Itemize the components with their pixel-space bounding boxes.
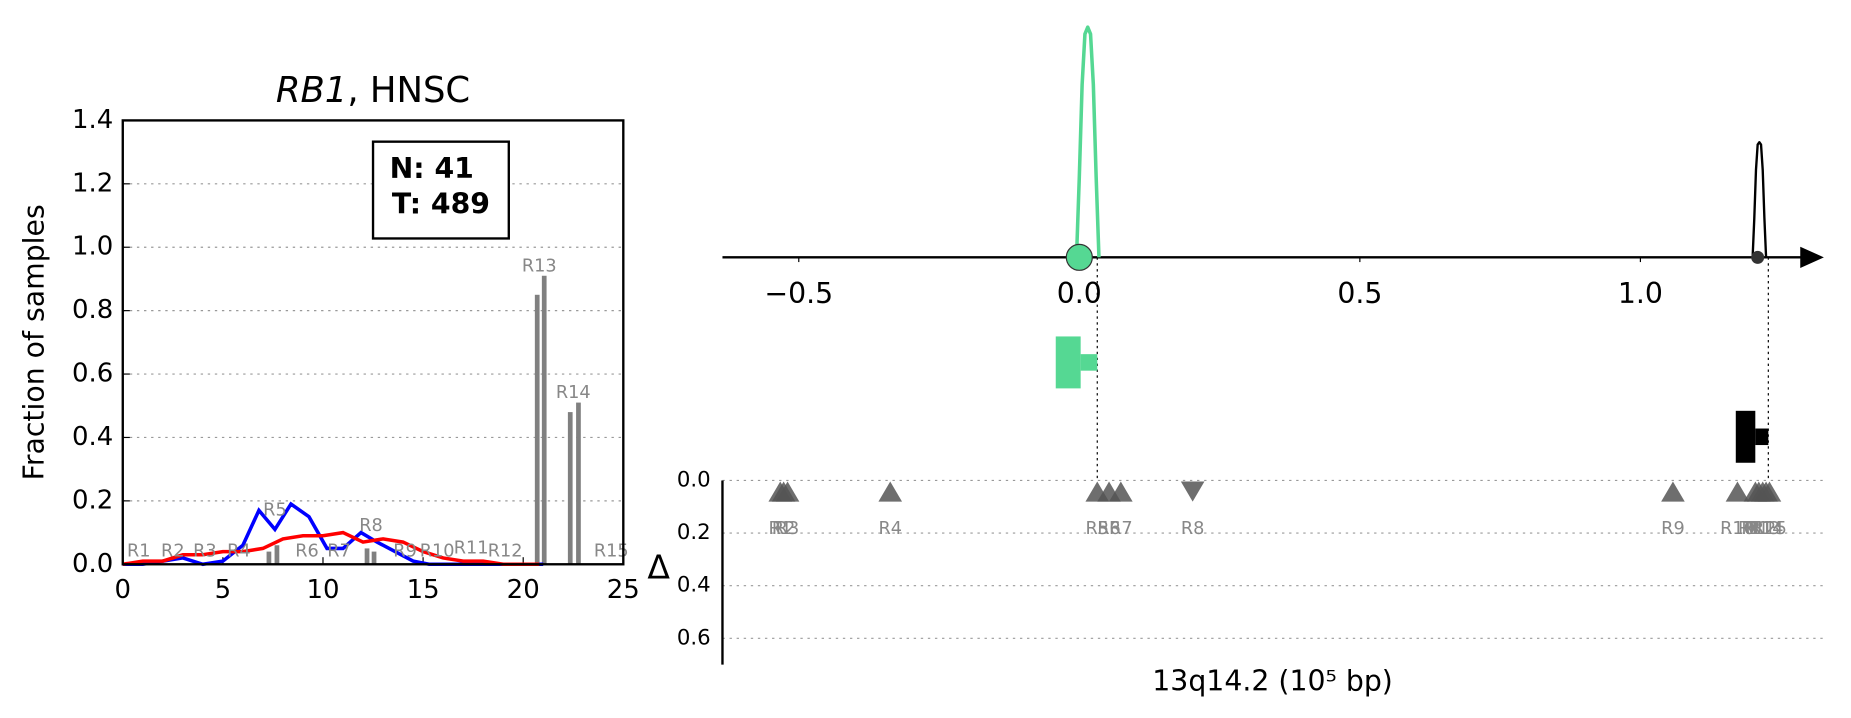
bar [274,545,280,565]
region-label: R6 [295,542,319,562]
bar [266,551,272,565]
density-curve [1074,25,1101,258]
delta-marker [1109,481,1133,502]
region-label: R4 [878,519,902,539]
x-tick-label: 0.0 [1057,277,1102,310]
region-label: R9 [1661,519,1685,539]
region-label: R12 [1741,519,1776,539]
region-label: R9 [393,542,417,562]
bar [371,551,377,565]
delta-marker [1725,481,1750,502]
x-tick-label: 10 [306,575,339,605]
region-label: R1 [768,519,792,539]
region-label: R8 [1181,519,1205,539]
y-axis-label: Fraction of samples [17,204,50,480]
x-tick-label: 1.0 [1618,277,1663,310]
region-label: R11 [1738,519,1773,539]
y-tick-label: 1.4 [72,105,113,135]
delta-marker [1757,481,1782,502]
line-series [122,501,544,567]
x-tick-label: 5 [215,575,232,605]
region-label: R7 [327,542,351,562]
bar [567,412,573,565]
interval-stub [1080,354,1098,371]
peak-point [1065,243,1093,271]
annotation-text: T: 489 [392,187,490,220]
y-tick-label: 1.0 [72,232,113,262]
axis-arrow [1800,246,1824,268]
line-series [122,530,540,567]
annotation-text: N: 41 [390,152,474,185]
y-tick-label: 0.4 [72,422,113,452]
x-tick-label: 15 [407,575,440,605]
x-tick-label: 25 [607,575,640,605]
x-axis-label: 13q14.2 (10⁵ bp) [1152,664,1393,697]
x-tick-label: −0.5 [764,277,833,310]
region-label: R6 [1097,519,1121,539]
region-label: R10 [1720,519,1755,539]
region-label: R1 [127,542,151,562]
x-tick-label: 0 [115,575,132,605]
y-tick-label: 0.0 [72,549,113,579]
y-tick-label: 0.6 [677,625,711,650]
x-tick-label: 20 [507,575,540,605]
region-label: R7 [1109,519,1133,539]
region-label: R3 [776,519,800,539]
region-label: R10 [420,542,455,562]
x-tick-label: 0.5 [1337,277,1382,310]
region-label: R14 [556,383,591,403]
region-label: R13 [522,256,557,276]
delta-marker [878,481,903,502]
region-label: R15 [1752,519,1787,539]
bar [576,402,581,565]
delta-marker [1661,481,1685,502]
region-label: R15 [594,542,629,562]
region-label: R3 [193,542,217,562]
y-tick-label: 0.0 [677,467,711,492]
interval-body [1055,336,1081,389]
delta-marker [775,481,800,502]
region-label: R2 [772,519,796,539]
region-label: R8 [359,516,383,536]
interval-stub [1755,428,1769,446]
annotation-box [371,140,510,240]
title-part: RB1 [276,70,347,111]
region-label: R5 [263,500,287,520]
region-label: R11 [454,538,489,558]
bar [534,294,540,565]
region-label: R13 [1745,519,1780,539]
y-tick-label: 0.4 [677,573,711,598]
y-tick-label: 1.2 [72,168,113,198]
interval-body [1735,410,1756,463]
title-part: , HNSC [347,70,470,111]
region-label: R4 [227,542,251,562]
density-curve [1751,141,1768,258]
region-label: R14 [1749,519,1784,539]
chart-title: RB1, HNSC [276,70,470,111]
y-tick-label: 0.6 [72,359,113,389]
region-label: R12 [488,542,523,562]
bar [541,275,547,565]
y-tick-label: 0.8 [72,295,113,325]
y-axis-label: Δ [647,548,670,587]
bar [364,548,370,565]
delta-marker [1180,481,1205,502]
y-tick-label: 0.2 [677,520,711,545]
plot-frame [121,119,625,566]
peak-point [1751,250,1765,264]
region-label: R2 [161,542,185,562]
y-tick-label: 0.2 [72,485,113,515]
region-label: R5 [1085,519,1109,539]
